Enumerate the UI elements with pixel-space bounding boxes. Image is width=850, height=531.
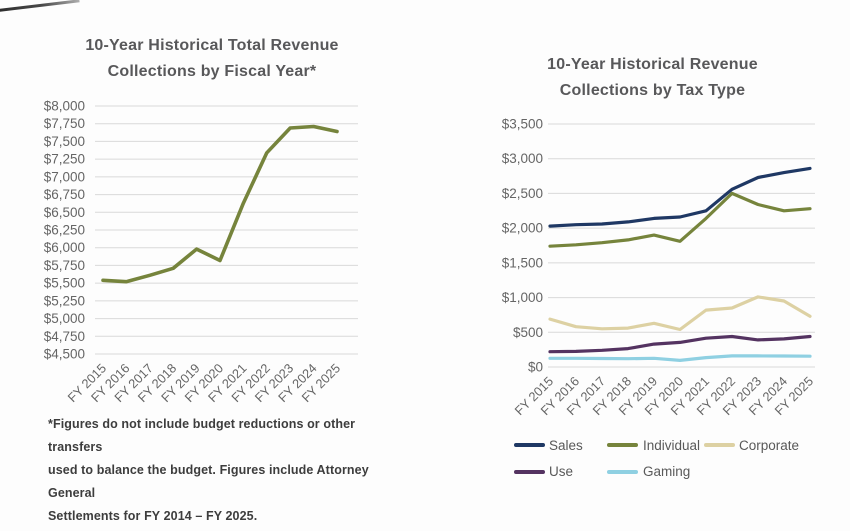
y-tick-label: $1,000 bbox=[502, 290, 543, 305]
legend-swatch-gaming bbox=[607, 470, 638, 474]
series-line-total-revenue bbox=[101, 124, 339, 284]
legend-swatch-sales bbox=[514, 443, 545, 447]
y-tick-label: $7,750 bbox=[44, 116, 85, 131]
y-tick-label: $7,000 bbox=[44, 169, 85, 184]
y-tick-label: $4,500 bbox=[44, 347, 85, 362]
total-revenue-chart-title: 10-Year Historical Total Revenue Collect… bbox=[28, 33, 396, 85]
scan-corner-artifact bbox=[0, 0, 80, 12]
y-tick-label: $500 bbox=[513, 325, 543, 340]
series-line-individual bbox=[548, 191, 812, 248]
series-line-use bbox=[548, 334, 812, 354]
legend-swatch-use bbox=[514, 470, 545, 474]
y-tick-label: $5,750 bbox=[44, 258, 85, 273]
total-revenue-chart-plot: $8,000 $7,750 $7,500 $7,250 $7,000 $6,750 $6,5… bbox=[44, 99, 358, 405]
y-tick-label: $6,000 bbox=[44, 240, 85, 255]
y-tick-label: $4,750 bbox=[44, 329, 85, 344]
y-tick-label: $7,500 bbox=[44, 134, 85, 149]
legend-label-use: Use bbox=[549, 464, 574, 479]
y-tick-label: $6,500 bbox=[44, 205, 85, 220]
legend-swatch-corporate bbox=[704, 443, 735, 447]
y-tick-label: $6,750 bbox=[44, 187, 85, 202]
legend-label-sales: Sales bbox=[549, 438, 583, 453]
y-tick-label: $6,250 bbox=[44, 223, 85, 238]
y-tick-label: $0 bbox=[528, 360, 543, 375]
footnote-line-3: Settlements for FY 2014 – FY 2025. bbox=[48, 509, 258, 523]
series-line-corporate bbox=[548, 295, 812, 332]
legend-label-individual: Individual bbox=[643, 438, 701, 453]
y-tick-label: $1,500 bbox=[502, 255, 543, 270]
y-tick-label: $2,000 bbox=[502, 221, 543, 236]
y-tick-label: $3,500 bbox=[502, 117, 543, 132]
chart-footnote: *Figures do not include budget reduction… bbox=[48, 413, 370, 528]
title-line-2: Collections by Tax Type bbox=[559, 82, 746, 99]
tax-type-chart-title: 10-Year Historical Revenue Collections b… bbox=[480, 52, 825, 104]
title-line-1: 10-Year Historical Revenue bbox=[547, 56, 758, 73]
footnote-line-1: *Figures do not include budget reduction… bbox=[48, 417, 356, 454]
tax-type-chart-plot: $3,500 $3,000 $2,500 $2,000 $1,500 $1,000 $500… bbox=[502, 117, 816, 419]
series-line-gaming bbox=[548, 354, 812, 362]
legend-label-corporate: Corporate bbox=[739, 438, 800, 453]
legend-swatch-individual bbox=[607, 443, 638, 447]
legend-label-gaming: Gaming bbox=[643, 464, 691, 479]
title-line-1: 10-Year Historical Total Revenue bbox=[85, 37, 339, 54]
y-tick-label: $3,000 bbox=[502, 151, 543, 166]
footnote-line-2: used to balance the budget. Figures incl… bbox=[48, 463, 369, 500]
y-tick-label: $5,250 bbox=[44, 293, 85, 308]
y-tick-label: $5,500 bbox=[44, 276, 85, 291]
y-tick-label: $5,000 bbox=[44, 311, 85, 326]
y-tick-label: $2,500 bbox=[502, 186, 543, 201]
y-tick-label: $8,000 bbox=[44, 99, 85, 114]
y-tick-label: $7,250 bbox=[44, 152, 85, 167]
title-line-2: Collections by Fiscal Year* bbox=[107, 63, 317, 80]
series-line-sales bbox=[548, 166, 812, 228]
